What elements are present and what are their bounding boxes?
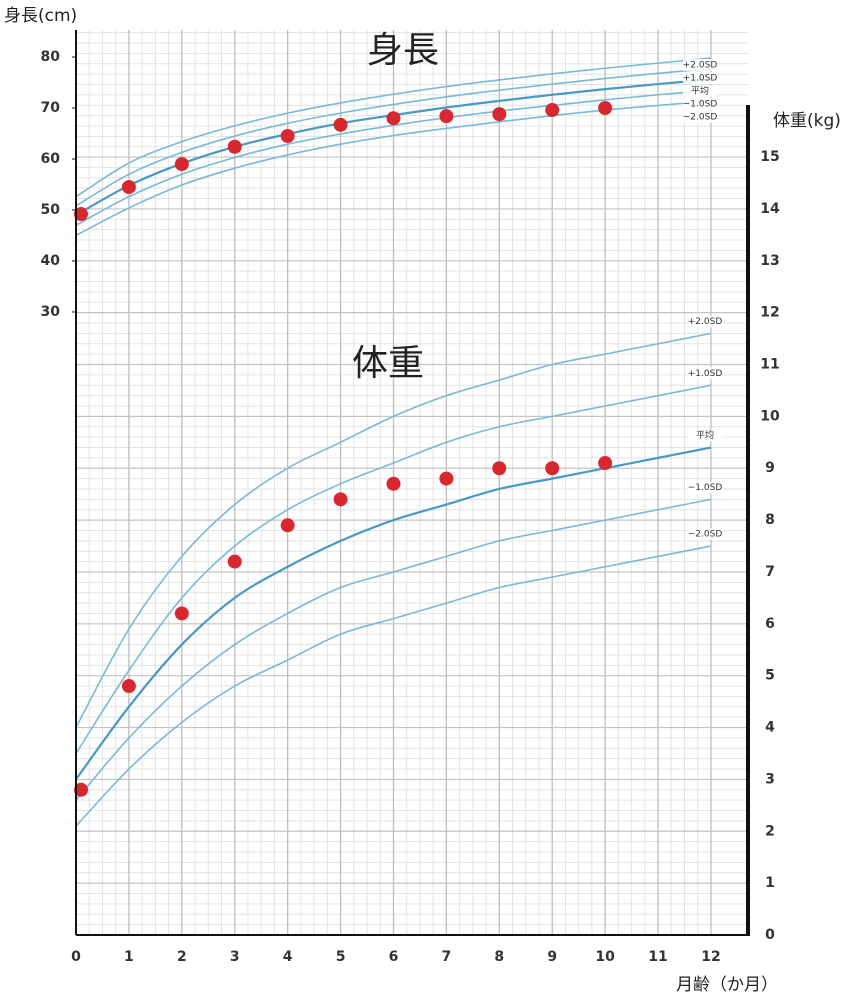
data-point [492,107,507,122]
reference-curve [75,89,712,226]
y2-tick-label: 2 [765,823,775,839]
curve-label: +1.0SD [683,74,718,84]
data-point [74,782,88,797]
x-tick-label: 9 [547,949,557,965]
data-point [121,180,136,195]
curve-label: +2.0SD [683,61,718,71]
y2-tick-label: 5 [765,668,775,684]
data-point [333,117,348,132]
x-tick-label: 11 [648,949,667,965]
reference-curve [75,545,712,827]
data-point [74,207,88,222]
curve-label-bg [688,481,722,494]
curve-label: −2.0SD [683,113,718,123]
x-tick-label: 10 [595,949,615,965]
x-tick-label: 12 [701,949,720,965]
curve-label: 平均 [691,85,709,97]
y2-tick-label: 6 [765,616,775,632]
y2-tick-label: 14 [760,201,780,217]
y2-tick-label: 7 [765,564,775,580]
y2-tick-label: 13 [760,253,779,269]
x-tick-label: 1 [124,949,134,965]
reference-curve [75,498,712,801]
data-point [439,471,454,486]
y2-tick-label: 9 [765,460,775,476]
y2-tick-label: 1 [765,875,775,891]
curve-label-bg [688,315,722,328]
reference-curve [75,332,712,728]
data-point [227,139,242,154]
data-point [545,461,560,476]
data-point [227,554,242,569]
x-tick-label: 5 [336,949,346,965]
y2-tick-label: 12 [760,305,779,321]
curve-label-bg [683,72,717,84]
y2-tick-label: 8 [765,512,775,528]
data-point [598,101,613,116]
curve-label-bg [683,59,717,71]
y-axis-label: 身長(cm) [4,6,77,26]
curve-label: −1.0SD [683,100,718,110]
curve-label: +1.0SD [688,369,723,379]
curve-label-bg [683,85,717,97]
data-point [545,103,560,118]
y-tick-label: 40 [41,253,61,269]
x-axis-label: 月齢（か月） [676,975,778,995]
y2-tick-label: 15 [760,149,779,165]
reference-curve [75,384,712,754]
y-tick-label: 30 [41,304,61,320]
curve-label-bg [683,98,717,110]
x-tick-label: 6 [389,949,399,965]
data-point [174,606,189,621]
x-tick-label: 3 [230,949,240,965]
x-tick-label: 0 [71,949,81,965]
data-point [386,111,401,126]
reference-curve [75,57,712,198]
curve-label: 平均 [696,429,714,441]
x-tick-label: 8 [494,949,504,965]
chart-title: 体重 [352,343,424,384]
y2-tick-label: 3 [765,771,775,787]
y2-tick-label: 4 [765,720,775,736]
curve-label-bg [683,111,717,123]
y-tick-label: 70 [41,100,61,116]
x-tick-label: 2 [177,949,187,965]
data-point [280,518,295,533]
y2-tick-label: 11 [760,357,779,373]
data-point [121,679,136,694]
x-tick-label: 4 [283,949,293,965]
y2-tick-label: 10 [760,408,780,424]
data-point [333,492,348,507]
y2-tick-label: 0 [765,927,775,943]
curve-label: −2.0SD [688,530,723,540]
y2-axis-label: 体重(kg) [773,111,841,131]
data-point [174,157,189,172]
curve-label-bg [688,528,722,541]
data-point [280,129,295,144]
curve-label: +2.0SD [688,317,723,327]
curve-label-bg [688,367,722,380]
reference-curve [75,67,712,207]
y-tick-label: 80 [41,49,61,65]
chart-title: 身長 [367,30,439,71]
curve-label-bg [688,429,722,442]
data-point [439,109,454,124]
data-point [386,476,401,491]
y-tick-label: 50 [41,202,61,218]
data-point [492,461,507,476]
y-tick-label: 60 [41,151,61,167]
x-tick-label: 7 [442,949,452,965]
curve-label: −1.0SD [688,483,723,493]
data-point [598,456,613,471]
